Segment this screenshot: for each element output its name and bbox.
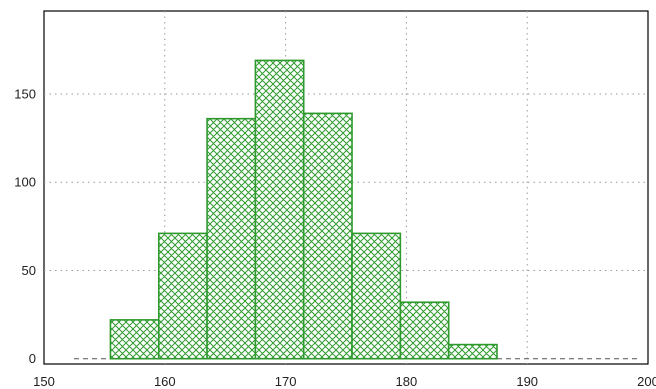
histogram-bar-7 <box>399 301 450 360</box>
x-tick-label: 200 <box>637 374 656 389</box>
x-tick-label: 150 <box>33 374 55 389</box>
histogram-bar-3 <box>206 117 257 360</box>
histogram-bar-2 <box>157 232 208 360</box>
histogram-bar-4 <box>254 59 305 360</box>
x-tick-label: 160 <box>154 374 176 389</box>
y-tick-label: 0 <box>29 351 36 366</box>
y-tick-label: 150 <box>14 86 36 101</box>
x-tick-label: 180 <box>396 374 418 389</box>
y-axis-tick-labels: 0 50 100 150 <box>14 86 36 366</box>
y-tick-label: 50 <box>22 263 36 278</box>
histogram-bar-1 <box>109 319 160 360</box>
histogram-bar-6 <box>351 232 402 360</box>
x-axis-tick-labels: 150 160 170 180 190 200 <box>33 374 656 389</box>
y-tick-label: 100 <box>14 175 36 190</box>
histogram-bar-5 <box>302 112 353 360</box>
x-tick-label: 170 <box>275 374 297 389</box>
x-tick-label: 190 <box>516 374 538 389</box>
histogram-bar-8 <box>447 343 498 360</box>
histogram-bars <box>109 59 498 360</box>
